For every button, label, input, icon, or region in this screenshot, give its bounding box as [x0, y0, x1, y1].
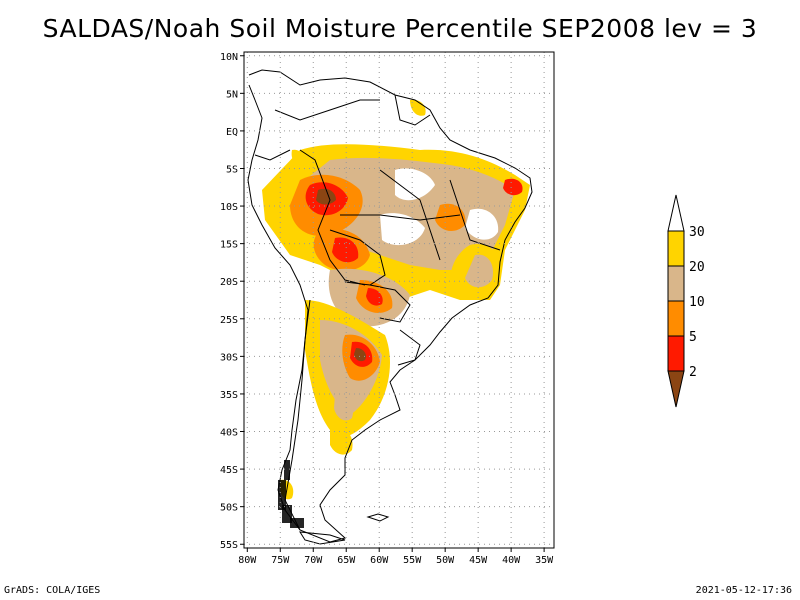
field-guiana-yellow	[410, 99, 426, 116]
colorbar-label-30: 30	[689, 225, 705, 240]
lon-label: 35W	[535, 555, 554, 566]
lat-label: 5N	[226, 89, 238, 100]
lat-label: 25S	[220, 315, 238, 326]
lon-label: 80W	[238, 555, 257, 566]
colorbar: 30 20 10 5 2	[667, 194, 705, 408]
lon-label: 40W	[502, 555, 521, 566]
longitude-labels: 80W 75W 70W 65W 60W 55W 50W 45W 40W 35W	[238, 548, 554, 566]
lon-label: 50W	[436, 555, 455, 566]
border-brazil-states-3	[340, 214, 461, 221]
colorbar-label-10: 10	[689, 295, 705, 310]
field-patagonia-yellow	[330, 425, 353, 455]
border-guianas	[394, 94, 431, 126]
field-white-patch-3	[465, 208, 499, 240]
footer-credit: GrADS: COLA/IGES	[4, 585, 101, 596]
colorbar-label-20: 20	[689, 260, 705, 275]
lat-label: 10N	[220, 52, 238, 63]
border-ecuador-peru	[254, 149, 291, 161]
chilean-archipelago	[278, 460, 304, 528]
border-paraguay	[369, 284, 411, 323]
field-red-central	[332, 237, 359, 263]
colorbar-top-arrow	[667, 194, 685, 232]
lat-label: 35S	[220, 390, 238, 401]
lat-label: 45S	[220, 465, 238, 476]
border-uruguay	[397, 329, 421, 366]
tierra-del-fuego	[299, 531, 346, 545]
lat-label: 30S	[220, 352, 238, 363]
field-patagonia-tan	[334, 395, 354, 421]
field-white-patch-1	[395, 168, 435, 201]
lat-label: 10S	[220, 202, 238, 213]
field-red-east	[503, 178, 523, 196]
field-brown-west	[316, 188, 336, 205]
plot-frame	[243, 51, 555, 549]
field-tan-southeast	[465, 254, 494, 288]
lon-label: 55W	[403, 555, 422, 566]
lat-label: 50S	[220, 503, 238, 514]
field-argentina-brown	[354, 348, 366, 362]
field-paraguay-red	[366, 288, 383, 306]
border-brazil-states-1	[379, 169, 441, 261]
continent-outline	[247, 69, 533, 543]
lat-label: EQ	[226, 127, 238, 138]
border-brazil-west	[299, 149, 366, 286]
colorbar-label-2: 2	[689, 365, 697, 380]
lon-label: 65W	[337, 555, 356, 566]
lon-label: 75W	[271, 555, 290, 566]
lat-label: 20S	[220, 277, 238, 288]
coastlines	[247, 69, 533, 545]
graticule	[244, 52, 554, 548]
colorbar-bottom-arrow	[667, 370, 685, 408]
percentile-field	[262, 99, 530, 500]
field-white-patch-2	[380, 213, 425, 246]
border-bolivia	[329, 229, 386, 286]
border-colombia-venezuela	[274, 99, 380, 121]
map-title: SALDAS/Noah Soil Moisture Percentile SEP…	[42, 14, 758, 43]
lat-label: 55S	[220, 540, 238, 551]
lon-label: 45W	[469, 555, 488, 566]
lon-label: 60W	[370, 555, 389, 566]
field-colombia-yellow	[291, 149, 304, 165]
falkland-islands	[366, 513, 390, 522]
lon-label: 70W	[304, 555, 323, 566]
colorbar-seg-5-10	[667, 300, 685, 337]
field-orange-east	[435, 203, 466, 232]
colorbar-label-5: 5	[689, 330, 697, 345]
lat-label: 5S	[226, 164, 238, 175]
colorbar-seg-2-5	[667, 335, 685, 372]
footer-timestamp: 2021-05-12-17:36	[695, 585, 792, 596]
lat-label: 40S	[220, 428, 238, 439]
border-brazil-states-2	[449, 179, 501, 251]
colorbar-seg-20-30	[667, 230, 685, 267]
lat-label: 15S	[220, 240, 238, 251]
colorbar-seg-10-20	[667, 265, 685, 302]
latitude-labels: 10N 5N EQ 5S 10S 15S 20S 25S 30S 35S 40S 45S 50S 55S	[220, 52, 244, 551]
